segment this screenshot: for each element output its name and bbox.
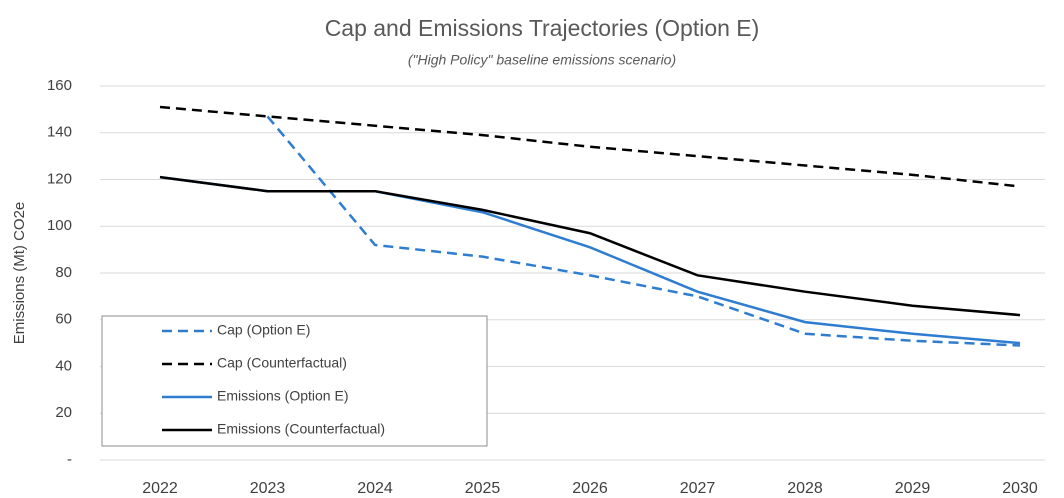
legend-box bbox=[101, 315, 488, 447]
legend-label: Emissions (Option E) bbox=[217, 388, 348, 404]
series-line bbox=[159, 105, 1021, 188]
y-tick-label: 160 bbox=[47, 77, 72, 94]
y-tick-label: 140 bbox=[47, 124, 72, 141]
y-axis-label: Emissions (Mt) CO2e bbox=[11, 202, 28, 345]
x-tick-label: 2024 bbox=[357, 480, 393, 497]
y-tick-label: 60 bbox=[55, 311, 72, 328]
y-tick-label: 20 bbox=[55, 404, 72, 421]
chart-subtitle: ("High Policy" baseline emissions scenar… bbox=[408, 52, 676, 68]
y-tick-label: 40 bbox=[55, 357, 72, 374]
chart-title: Cap and Emissions Trajectories (Option E… bbox=[325, 15, 760, 41]
x-tick-label: 2029 bbox=[895, 480, 931, 497]
x-tick-label: 2022 bbox=[142, 480, 178, 497]
x-tick-label: 2030 bbox=[1002, 480, 1038, 497]
legend-label: Cap (Counterfactual) bbox=[217, 355, 347, 371]
legend-label: Emissions (Counterfactual) bbox=[217, 421, 385, 437]
y-tick-label: 120 bbox=[47, 170, 72, 187]
legend-label: Cap (Option E) bbox=[217, 322, 310, 338]
x-tick-label: 2026 bbox=[572, 480, 608, 497]
y-tick-label: 100 bbox=[47, 217, 72, 234]
x-tick-label: 2025 bbox=[465, 480, 501, 497]
series-line bbox=[159, 175, 1021, 317]
x-tick-label: 2028 bbox=[787, 480, 823, 497]
x-tick-label: 2023 bbox=[250, 480, 286, 497]
y-tick-label: - bbox=[67, 451, 72, 468]
series-line bbox=[266, 115, 1021, 347]
y-tick-label: 80 bbox=[55, 264, 72, 281]
x-tick-label: 2027 bbox=[680, 480, 716, 497]
